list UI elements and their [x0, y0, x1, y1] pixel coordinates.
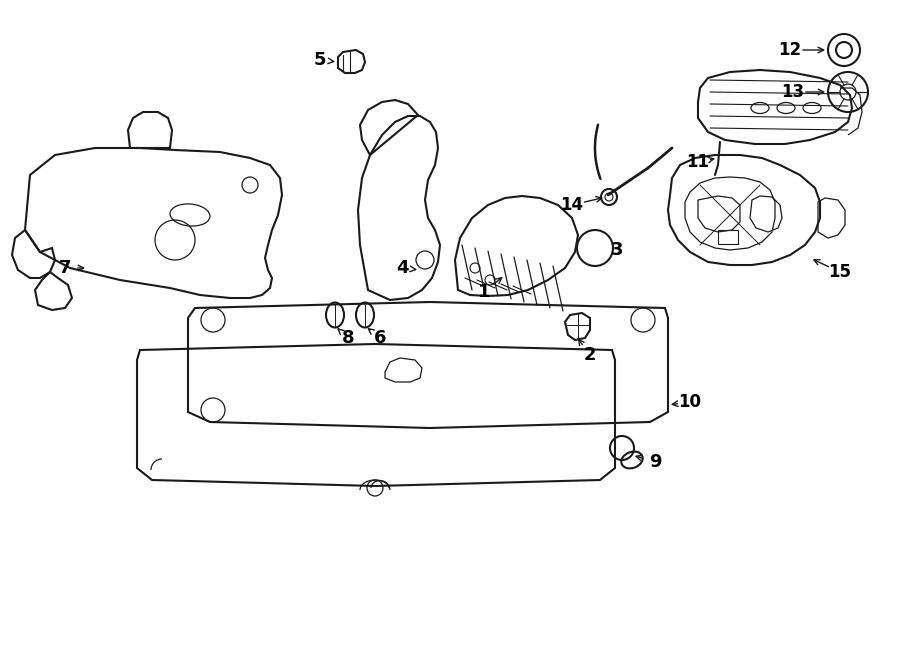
Text: 15: 15 — [829, 263, 851, 281]
Text: 3: 3 — [611, 241, 623, 259]
Text: 14: 14 — [561, 196, 583, 214]
Text: 6: 6 — [374, 329, 386, 347]
Text: 1: 1 — [478, 283, 491, 301]
Text: 12: 12 — [778, 41, 802, 59]
Text: 9: 9 — [649, 453, 662, 471]
Text: 2: 2 — [584, 346, 596, 364]
Text: 8: 8 — [342, 329, 355, 347]
Text: 5: 5 — [314, 51, 326, 69]
Text: 13: 13 — [781, 83, 805, 101]
Text: 4: 4 — [396, 259, 409, 277]
Text: 7: 7 — [58, 259, 71, 277]
Text: 11: 11 — [687, 153, 709, 171]
Text: 10: 10 — [679, 393, 701, 411]
